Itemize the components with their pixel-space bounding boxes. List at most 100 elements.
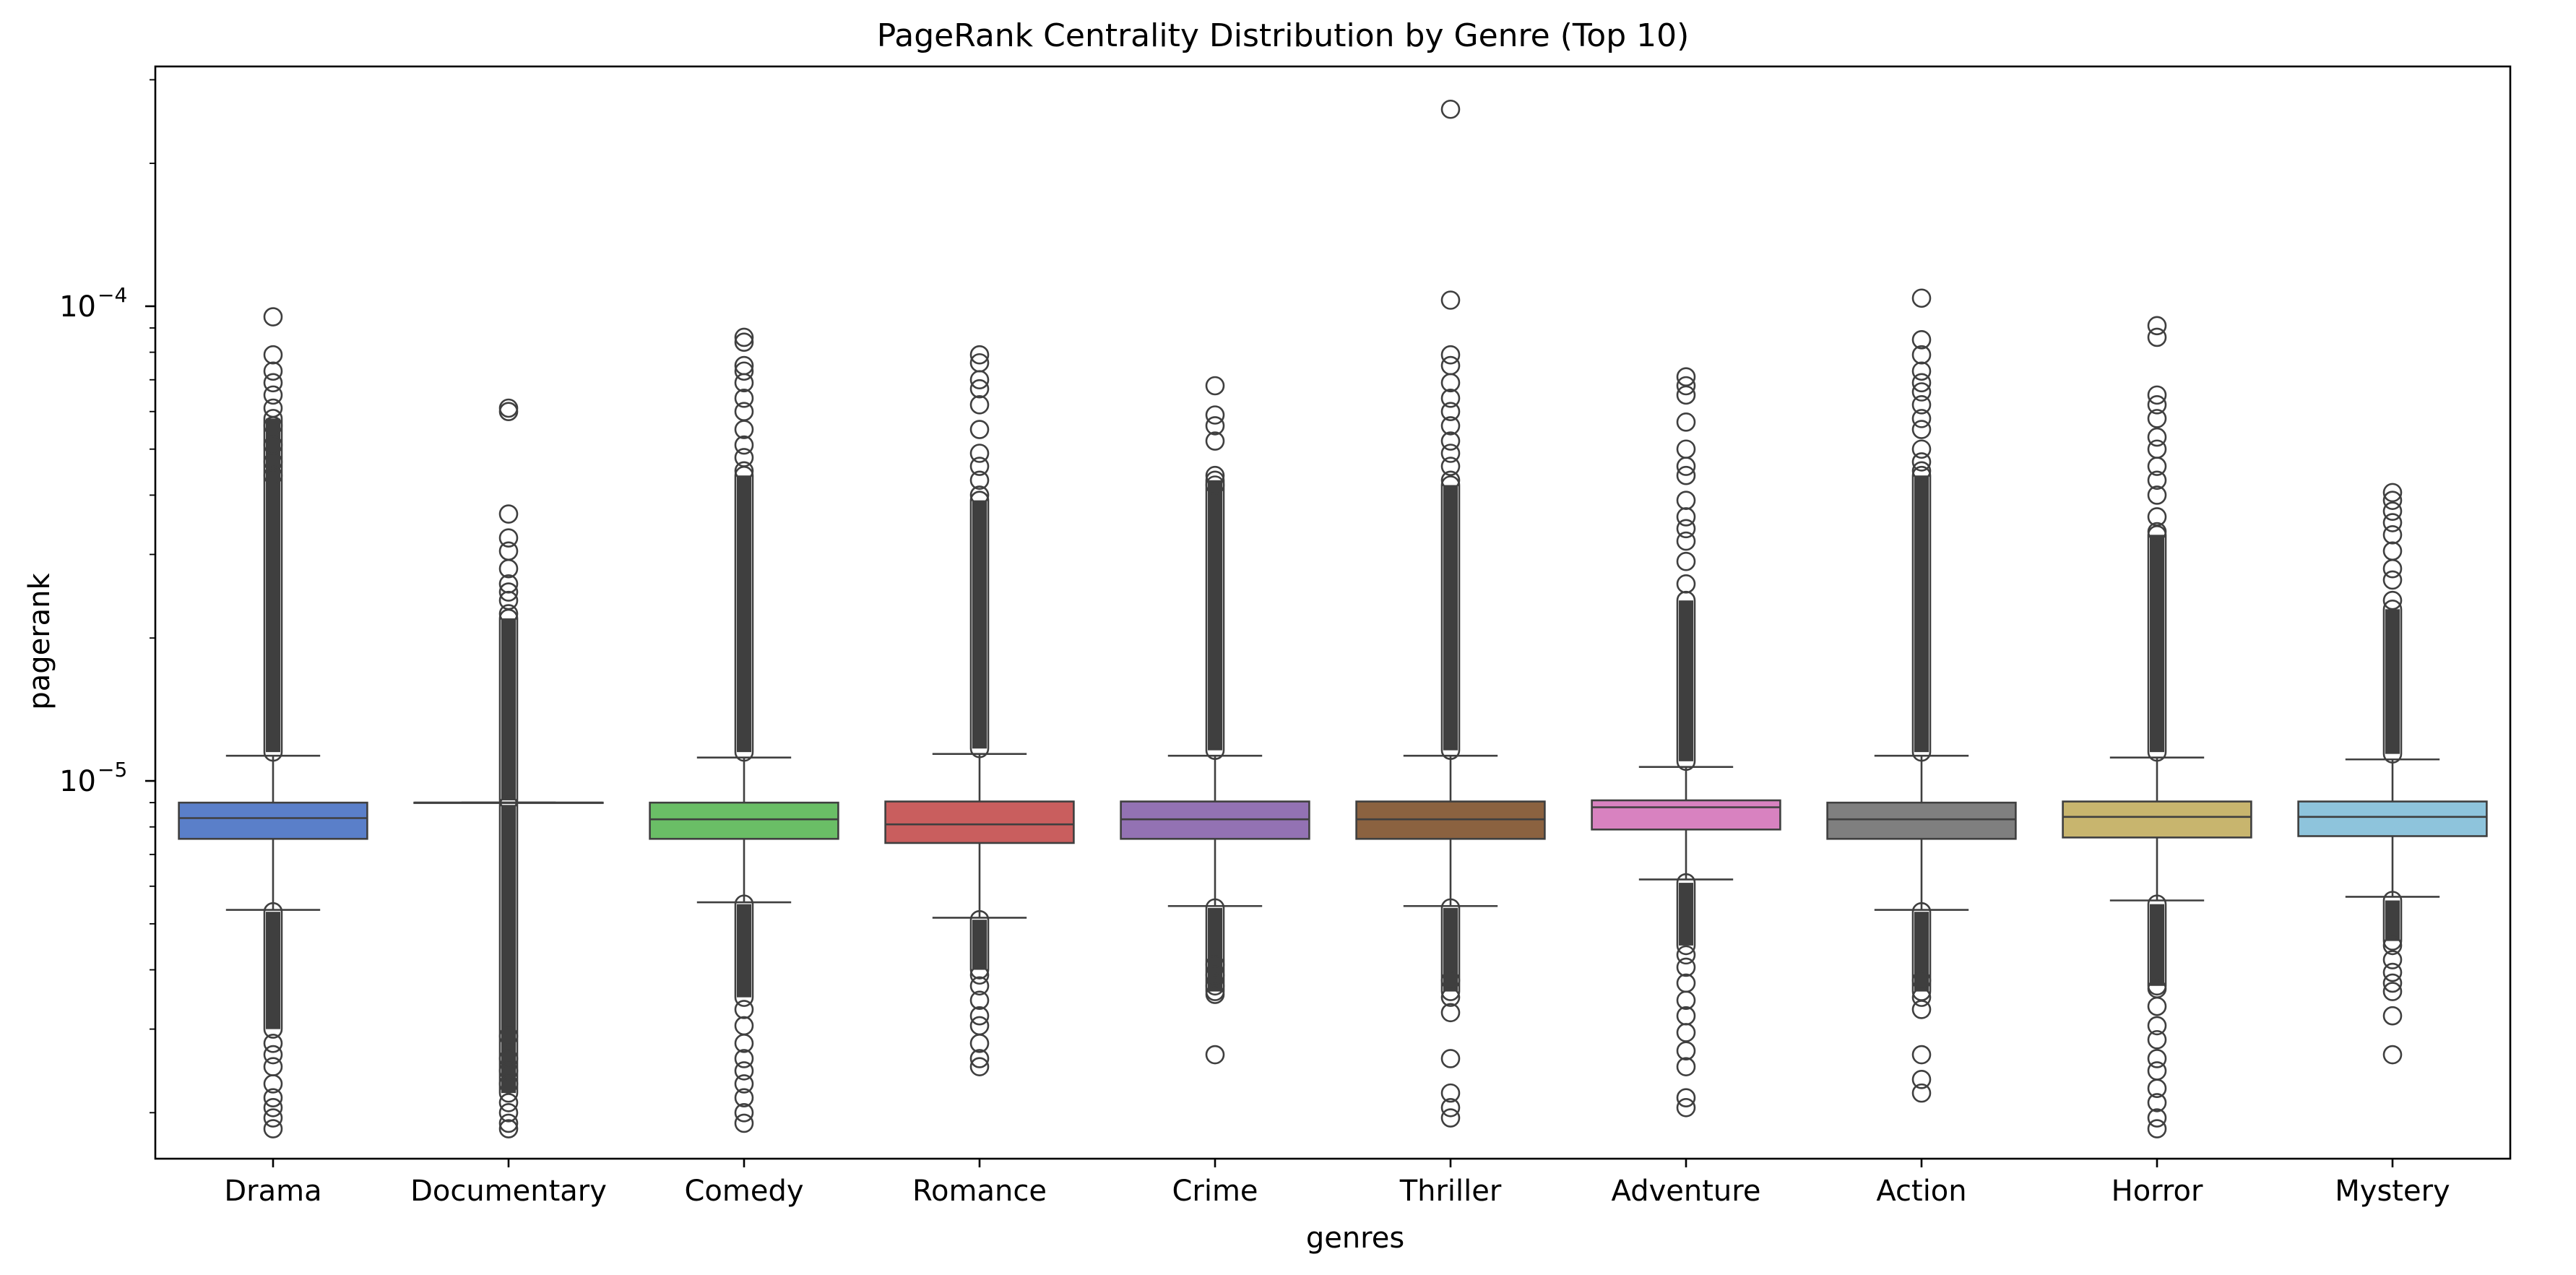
outlier-point bbox=[2382, 483, 2403, 503]
outlier-band-low bbox=[737, 904, 751, 998]
outlier-point bbox=[498, 402, 519, 422]
x-tick-label: Documentary bbox=[410, 1175, 607, 1208]
outlier-point bbox=[969, 1057, 990, 1076]
outlier-point bbox=[498, 1049, 519, 1068]
x-tick-label: Adventure bbox=[1612, 1175, 1761, 1208]
box bbox=[1591, 799, 1781, 831]
box bbox=[649, 801, 839, 840]
x-tick-label: Horror bbox=[2112, 1175, 2203, 1208]
outlier-band-low-outline bbox=[734, 894, 754, 1007]
outlier-band-low-outline bbox=[1205, 898, 1225, 1001]
outlier-point bbox=[2382, 590, 2403, 610]
outlier-point bbox=[1440, 373, 1461, 393]
outlier-point bbox=[2382, 982, 2403, 1001]
outlier-point bbox=[734, 1061, 754, 1081]
outlier-point bbox=[263, 307, 283, 327]
outlier-point bbox=[1676, 385, 1696, 405]
outlier-point bbox=[498, 1026, 519, 1046]
outlier-point bbox=[1676, 519, 1696, 539]
outlier-point bbox=[1205, 431, 1225, 451]
outlier-point bbox=[2382, 935, 2403, 956]
outlier-point bbox=[2147, 1108, 2167, 1128]
outlier-point bbox=[734, 1088, 754, 1107]
outlier-point bbox=[969, 345, 990, 365]
outlier-point bbox=[969, 457, 990, 476]
outlier-point bbox=[1440, 402, 1461, 422]
outlier-band-low-outline bbox=[2382, 891, 2403, 951]
outlier-point bbox=[1911, 373, 1932, 393]
outlier-point bbox=[2382, 973, 2403, 993]
outlier-band-low-outline bbox=[498, 795, 519, 1103]
outlier-point bbox=[969, 370, 990, 390]
outlier-point bbox=[734, 388, 754, 408]
outlier-band-high-outline bbox=[969, 490, 990, 758]
outlier-point bbox=[2147, 522, 2167, 542]
outlier-band-low bbox=[2385, 900, 2400, 941]
outlier-point bbox=[1676, 465, 1696, 485]
outlier-point bbox=[734, 435, 754, 455]
outlier-point bbox=[1911, 409, 1932, 428]
x-tick-label: Thriller bbox=[1399, 1175, 1502, 1208]
box-group-adventure bbox=[1591, 367, 1781, 1118]
outlier-point bbox=[1676, 1057, 1696, 1076]
outlier-point bbox=[969, 1006, 990, 1026]
outlier-point bbox=[1911, 452, 1932, 472]
outlier-point bbox=[263, 1097, 283, 1118]
outlier-point bbox=[969, 420, 990, 439]
outlier-band-low bbox=[1443, 907, 1458, 992]
outlier-point bbox=[734, 361, 754, 381]
outlier-point bbox=[2147, 1061, 2167, 1081]
outlier-point bbox=[969, 990, 990, 1011]
outlier-point bbox=[1440, 970, 1461, 990]
outlier-point bbox=[1440, 290, 1461, 310]
outlier-point bbox=[498, 1103, 519, 1123]
outlier-point bbox=[1911, 330, 1932, 350]
outlier-point bbox=[2382, 1045, 2403, 1065]
outlier-point bbox=[2382, 490, 2403, 510]
y-tick-label-exponent: −4 bbox=[98, 283, 127, 307]
outlier-point bbox=[498, 1061, 519, 1081]
outlier-band-high bbox=[972, 500, 987, 749]
outlier-point bbox=[2147, 1119, 2167, 1138]
outlier-point bbox=[1440, 470, 1461, 490]
outlier-point bbox=[1911, 1045, 1932, 1065]
x-axis-label: genres bbox=[1306, 1222, 1404, 1255]
outlier-point bbox=[1911, 1083, 1932, 1103]
outlier-point bbox=[1911, 345, 1932, 365]
outlier-point bbox=[2147, 1016, 2167, 1036]
outlier-band-low-outline bbox=[969, 909, 990, 980]
outlier-point bbox=[263, 385, 283, 405]
outlier-band-low bbox=[2150, 904, 2164, 986]
outlier-point bbox=[1911, 1069, 1932, 1089]
outlier-point bbox=[263, 465, 283, 485]
box-group-romance bbox=[884, 345, 1075, 1076]
outlier-point bbox=[734, 461, 754, 481]
outlier-point bbox=[1911, 439, 1932, 459]
outlier-band-high-outline bbox=[1440, 475, 1461, 760]
outlier-point bbox=[263, 1045, 283, 1065]
outlier-point bbox=[1676, 957, 1696, 977]
outlier-point bbox=[2147, 979, 2167, 998]
outlier-point bbox=[1205, 976, 1225, 996]
outlier-point bbox=[1440, 1083, 1461, 1103]
outlier-point bbox=[2147, 385, 2167, 405]
box bbox=[884, 800, 1075, 844]
outlier-point bbox=[1440, 388, 1461, 408]
outlier-band-high bbox=[737, 475, 751, 753]
outlier-band-low-outline bbox=[1676, 873, 1696, 956]
box-group-action bbox=[1826, 288, 2017, 1103]
outlier-point bbox=[734, 1016, 754, 1036]
outlier-point bbox=[263, 1088, 283, 1107]
outlier-point bbox=[734, 1049, 754, 1068]
y-tick-label: 10 bbox=[59, 290, 96, 324]
plot-area bbox=[178, 99, 2488, 1138]
outlier-point bbox=[2147, 1049, 2167, 1068]
outlier-point bbox=[1205, 376, 1225, 396]
outlier-point bbox=[2382, 962, 2403, 982]
outlier-point bbox=[1205, 416, 1225, 436]
outlier-point bbox=[969, 485, 990, 505]
outlier-point bbox=[2147, 470, 2167, 490]
outlier-point bbox=[1676, 531, 1696, 551]
outlier-point bbox=[263, 1034, 283, 1053]
outlier-point bbox=[1911, 420, 1932, 439]
